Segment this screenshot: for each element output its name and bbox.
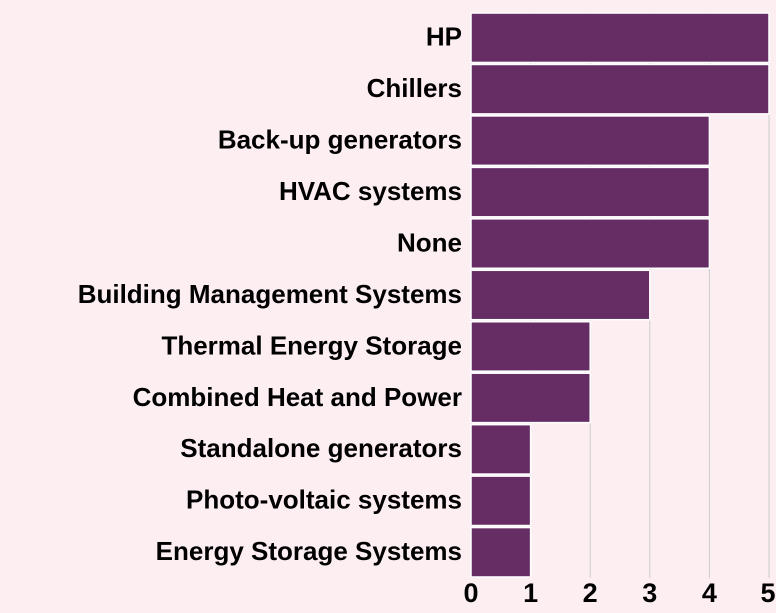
y-tick-label: Energy Storage Systems — [156, 536, 462, 566]
y-tick-label: Combined Heat and Power — [133, 382, 462, 412]
bar — [470, 321, 591, 372]
x-tick-label: 0 — [463, 578, 478, 608]
bar — [470, 115, 711, 167]
y-tick-label: Photo-voltaic systems — [186, 485, 462, 515]
bar — [470, 218, 711, 269]
x-tick-label: 3 — [642, 578, 657, 608]
y-tick-label: HP — [426, 22, 462, 52]
bar — [470, 475, 532, 527]
x-tick-label: 4 — [702, 578, 717, 608]
x-tick-label: 2 — [583, 578, 598, 608]
bar — [470, 166, 711, 218]
y-tick-label: Building Management Systems — [78, 279, 462, 309]
y-tick-label: Standalone generators — [180, 433, 462, 463]
bar — [470, 423, 532, 475]
bar — [470, 63, 770, 115]
x-tick-label: 1 — [523, 578, 538, 608]
bar — [470, 372, 591, 424]
y-tick-label: Chillers — [367, 73, 462, 103]
bar — [470, 526, 532, 578]
y-tick-label: Back-up generators — [218, 125, 462, 155]
y-tick-label: None — [397, 227, 462, 257]
x-tick-label: 5 — [760, 578, 775, 608]
bar — [470, 12, 770, 64]
y-tick-label: HVAC systems — [279, 176, 462, 206]
bar — [470, 269, 651, 321]
y-tick-label: Thermal Energy Storage — [161, 330, 462, 360]
